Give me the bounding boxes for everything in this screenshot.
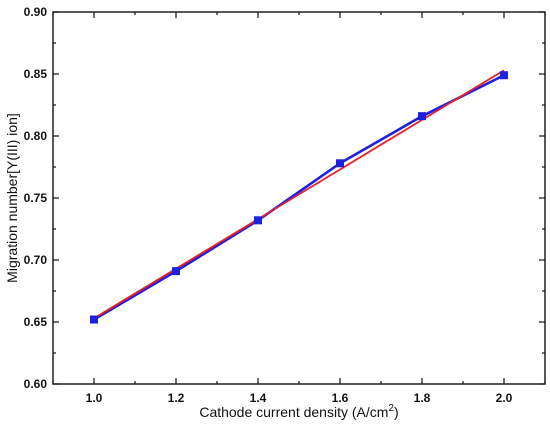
x-tick-label: 1.6 <box>332 391 349 405</box>
y-tick-label: 0.85 <box>24 67 48 81</box>
series-layer <box>90 69 508 324</box>
plot-frame <box>52 11 546 385</box>
x-tick-label: 1.4 <box>250 391 267 405</box>
y-tick-label: 0.80 <box>24 129 48 143</box>
data-point-marker <box>254 216 262 225</box>
axes <box>52 11 546 385</box>
ticks: 1.0 1.2 1.4 1.6 1.8 2.0 0.60 0.65 0.70 0.75 0.80 0.… <box>24 5 546 405</box>
x-axis-label-tail: ) <box>394 404 399 420</box>
x-axis-label-sup: 2 <box>388 403 394 414</box>
x-axis-label-main: Cathode current density (A/cm <box>199 404 388 420</box>
data-point-marker <box>172 267 180 276</box>
y-tick-label: 0.90 <box>24 5 48 19</box>
fit-line <box>93 69 505 320</box>
y-tick-label: 0.75 <box>24 191 48 205</box>
y-tick-label: 0.70 <box>24 253 48 267</box>
x-tick-label: 1.0 <box>86 391 103 405</box>
x-tick-label: 1.2 <box>168 391 185 405</box>
x-tick-label: 1.8 <box>414 391 431 405</box>
data-point-marker <box>90 315 98 324</box>
data-point-marker <box>418 112 426 121</box>
y-axis-label: Migration number[Y(III) ion] <box>4 113 20 283</box>
y-tick-label: 0.60 <box>24 377 48 391</box>
x-tick-label: 2.0 <box>496 391 513 405</box>
data-line <box>93 74 505 321</box>
y-tick-label: 0.65 <box>24 315 48 329</box>
x-axis-label: Cathode current density (A/cm2) <box>199 403 398 420</box>
data-point-marker <box>336 159 344 168</box>
data-point-marker <box>500 71 508 80</box>
